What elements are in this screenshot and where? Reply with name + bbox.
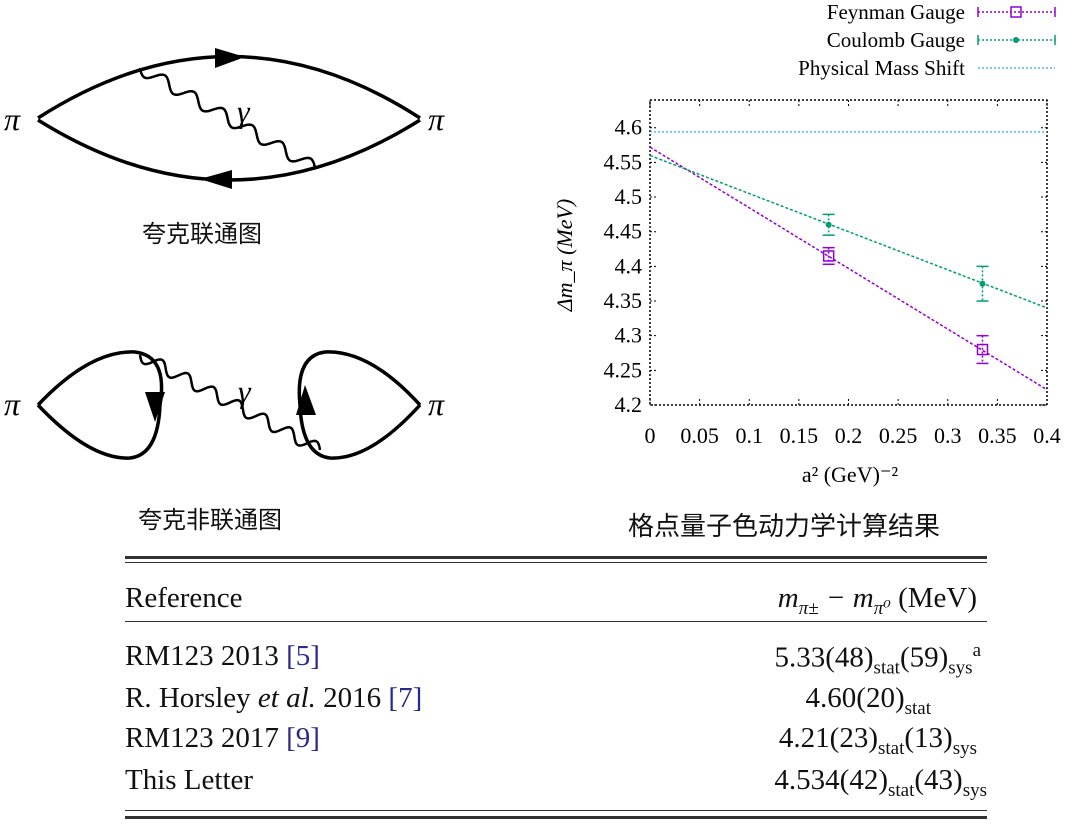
mass-shift-chart: Feynman Gauge Coulomb Gauge Physical Mass … (552, 0, 1061, 487)
pi-left-label: π (4, 101, 21, 137)
value: (59) (899, 641, 949, 674)
table-top-rule (125, 562, 987, 563)
y-tick-label: 4.2 (615, 392, 643, 417)
value: 5.33(48) (774, 641, 874, 674)
pi-right-label: π (428, 101, 445, 137)
y-tick-label: 4.3 (615, 323, 643, 348)
legend-label: Feynman Gauge (827, 0, 965, 24)
y-tick-label: 4.35 (604, 288, 643, 313)
x-tick-label: 0.15 (780, 423, 819, 448)
et-al: et al. (257, 682, 316, 714)
chart-caption: 格点量子色动力学计算结果 (628, 512, 941, 542)
citation-link[interactable]: [5] (286, 640, 320, 672)
header-mass-difference: mπ± − mπ⁰ (MeV) (778, 582, 977, 620)
data-point (976, 343, 989, 356)
data-point (822, 250, 835, 262)
value: 4.534(42) (774, 764, 888, 796)
legend-marker (1013, 37, 1019, 43)
sub: sys (948, 657, 973, 679)
fit-line (649, 146, 1048, 391)
citation-link[interactable]: [7] (388, 682, 423, 714)
legend-label: Coulomb Gauge (827, 28, 965, 52)
minus-m: − m (818, 582, 874, 614)
citation-link[interactable]: [9] (286, 722, 320, 754)
y-tick-label: 4.25 (604, 357, 643, 382)
arrow-right-icon (215, 48, 245, 68)
sub: sys (962, 779, 987, 801)
header-reference: Reference (125, 582, 243, 614)
x-tick-label: 0 (645, 423, 656, 448)
reference-name: RM123 2013 (125, 640, 287, 672)
pi-left-label: π (4, 386, 21, 422)
table-bottom-rule (125, 810, 987, 811)
x-tick-label: 0.2 (835, 423, 863, 448)
connected-diagram: π π γ (4, 48, 445, 189)
sub: π⁰ (873, 597, 891, 619)
gamma-label: γ (237, 93, 251, 129)
x-axis-label: a² (GeV)⁻² (802, 462, 899, 487)
data-point (979, 280, 986, 287)
unit: (MeV) (890, 582, 977, 614)
marks (649, 131, 1048, 391)
sub: stat (877, 737, 905, 759)
x-tick-label: 0.25 (879, 423, 918, 448)
value: (13) (904, 722, 953, 754)
x-tick-label: 0.3 (934, 423, 962, 448)
axes: 0 0.05 0.1 0.15 0.2 0.25 0.3 0.35 0.4 4.2 4.25 4.3 4… (604, 99, 1061, 448)
value: 4.60(20) (805, 682, 905, 714)
table-row: This Letter 4.534(42)stat(43)sys (125, 764, 987, 801)
quark-line-top (37, 54, 421, 120)
sub: stat (887, 779, 915, 801)
y-axis-label: Δm_π (MeV) (552, 199, 577, 313)
table-bottom-rule (125, 816, 987, 819)
table-top-rule (125, 556, 987, 559)
reference-name: This Letter (125, 764, 254, 796)
arrow-left-icon (200, 170, 232, 189)
photon-line (138, 67, 317, 169)
reference-name: R. Horsley (125, 682, 258, 714)
x-tick-label: 0.05 (680, 423, 719, 448)
y-tick-label: 4.6 (615, 115, 643, 140)
table-row: R. Horsley et al. 2016 [7] 4.60(20)stat (125, 682, 987, 719)
table-row: RM123 2017 [9] 4.21(23)stat(13)sys (125, 722, 987, 759)
x-tick-label: 0.4 (1033, 423, 1061, 448)
disconnected-diagram: π π γ (4, 350, 445, 460)
data-point (825, 221, 832, 228)
legend-marker (1010, 6, 1022, 18)
connected-caption: 夸克联通图 (142, 220, 262, 248)
y-tick-label: 4.45 (604, 219, 643, 244)
year: 2016 (315, 682, 389, 714)
value: (43) (914, 764, 963, 796)
arrow-down-icon (145, 392, 165, 422)
photon-line (138, 354, 322, 451)
x-tick-label: 0.1 (736, 423, 764, 448)
sub: stat (904, 697, 931, 719)
sub: stat (873, 657, 900, 679)
legend: Feynman Gauge Coulomb Gauge Physical Mass … (798, 0, 1056, 80)
fit-line (649, 154, 1048, 309)
arrow-up-icon (296, 385, 316, 415)
quark-loop-left (36, 350, 164, 460)
y-tick-label: 4.5 (615, 184, 643, 209)
sub: sys (952, 737, 977, 759)
sub: π± (798, 597, 819, 619)
plot-frame (649, 99, 1048, 406)
legend-label: Physical Mass Shift (798, 56, 965, 80)
footnote-mark: a (972, 640, 981, 661)
disconnected-caption: 夸克非联通图 (138, 506, 282, 534)
reference-name: RM123 2017 (125, 722, 287, 754)
y-tick-label: 4.4 (615, 253, 643, 278)
gamma-label: γ (238, 373, 252, 409)
header-rule (125, 621, 987, 622)
x-tick-label: 0.35 (978, 423, 1017, 448)
table-header: Reference mπ± − mπ⁰ (MeV) (125, 582, 987, 620)
m-symbol: m (777, 582, 799, 614)
y-tick-label: 4.55 (604, 149, 643, 174)
value: 4.21(23) (778, 722, 878, 754)
table-row: RM123 2013 [5] 5.33(48)stat(59)sysa (125, 640, 987, 679)
pi-right-label: π (428, 386, 445, 422)
